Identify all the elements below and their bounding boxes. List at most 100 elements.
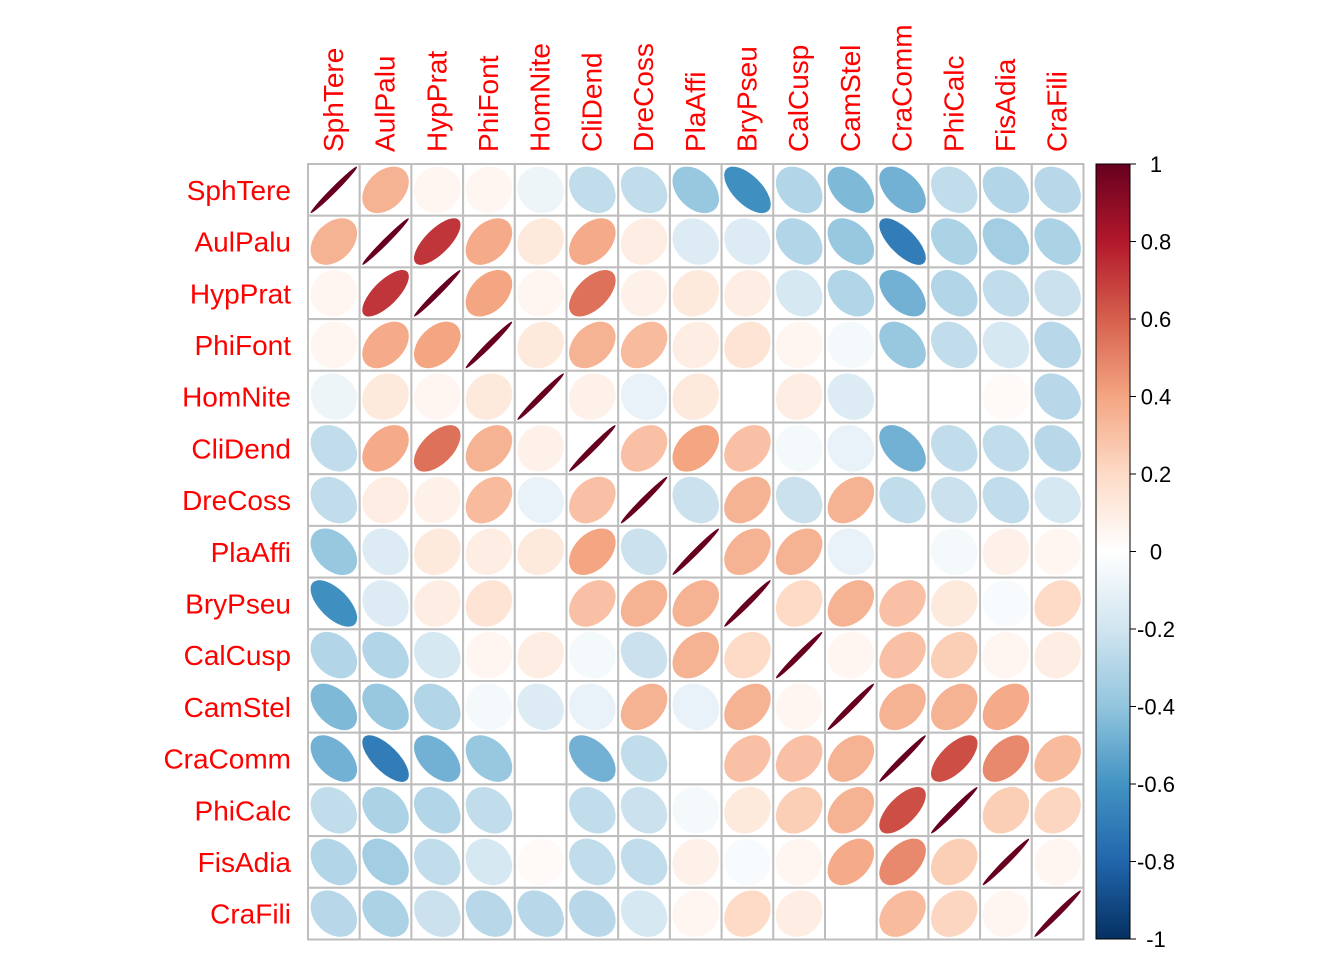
correlation-ellipse xyxy=(672,425,720,472)
cell-CalCusp-DreCoss xyxy=(617,628,671,682)
correlation-ellipse xyxy=(775,580,823,627)
correlation-ellipse xyxy=(620,425,668,472)
cell-BryPseu-CalCusp xyxy=(772,576,826,631)
correlation-ellipse xyxy=(724,528,771,576)
cell-CamStel-CalCusp xyxy=(772,680,826,734)
correlation-ellipse xyxy=(982,683,1030,731)
correlation-ellipse xyxy=(465,838,513,886)
correlation-ellipse xyxy=(1034,631,1081,679)
correlation-ellipse xyxy=(569,683,616,731)
cell-FisAdia-BryPseu xyxy=(720,835,775,889)
cell-HomNite-AulPalu xyxy=(358,369,413,424)
cell-DreCoss-CamStel xyxy=(824,473,878,527)
correlation-ellipse xyxy=(517,425,564,472)
cell-HypPrat-HomNite xyxy=(513,266,568,321)
colorbar-tick-label: 0.2 xyxy=(1141,462,1172,487)
correlation-ellipse xyxy=(827,269,875,317)
correlation-ellipse xyxy=(879,269,926,317)
correlation-ellipse xyxy=(310,683,358,731)
cell-HypPrat-CamStel xyxy=(824,266,878,321)
cell-CraFili-SphTere xyxy=(307,886,361,941)
cell-CraFili-DreCoss xyxy=(617,886,671,941)
cell-HypPrat-CalCusp xyxy=(772,266,826,321)
cell-BryPseu-BryPseu xyxy=(720,576,775,631)
correlation-ellipse xyxy=(620,476,668,524)
cell-PlaAffi-BryPseu xyxy=(720,524,775,579)
correlation-ellipse xyxy=(672,735,720,782)
correlation-ellipse xyxy=(569,631,616,679)
correlation-ellipse xyxy=(620,269,668,317)
cell-CraFili-PlaAffi xyxy=(668,886,723,941)
correlation-ellipse xyxy=(1034,838,1081,886)
cell-PhiFont-PhiFont xyxy=(462,318,516,372)
cell-PhiCalc-CraFili xyxy=(1030,783,1085,838)
cell-FisAdia-FisAdia xyxy=(979,835,1033,889)
cell-FisAdia-HypPrat xyxy=(410,835,465,889)
correlation-ellipse xyxy=(982,269,1030,317)
cell-PhiFont-CamStel xyxy=(824,318,878,372)
correlation-ellipse xyxy=(1034,890,1081,937)
cell-PhiFont-PlaAffi xyxy=(668,318,723,372)
correlation-ellipse xyxy=(413,735,461,782)
cell-BryPseu-AulPalu xyxy=(358,576,413,631)
cell-HomNite-DreCoss xyxy=(617,369,671,424)
correlation-ellipse xyxy=(620,166,668,214)
correlation-ellipse xyxy=(362,838,409,886)
row-label-AulPalu: AulPalu xyxy=(194,227,291,258)
cell-CamStel-DreCoss xyxy=(617,680,671,734)
column-label-AulPalu: AulPalu xyxy=(370,55,401,152)
cell-DreCoss-CraFili xyxy=(1030,473,1085,527)
cell-CamStel-PhiFont xyxy=(462,680,516,734)
row-label-FisAdia: FisAdia xyxy=(198,847,292,878)
correlation-ellipse xyxy=(775,425,823,472)
cell-PhiFont-AulPalu xyxy=(358,318,413,372)
cell-SphTere-CalCusp xyxy=(772,163,826,217)
correlation-ellipse xyxy=(362,735,409,782)
correlation-ellipse xyxy=(569,735,616,782)
cell-BryPseu-PhiFont xyxy=(462,576,516,631)
cell-PhiFont-PhiCalc xyxy=(927,318,982,372)
cell-CraComm-SphTere xyxy=(307,731,361,786)
correlation-ellipse xyxy=(879,373,926,420)
correlation-ellipse xyxy=(465,476,513,524)
correlation-ellipse xyxy=(465,528,513,576)
cell-PhiCalc-PhiFont xyxy=(462,783,516,838)
correlation-ellipse xyxy=(930,218,978,265)
cell-CraComm-HypPrat xyxy=(410,731,465,786)
cell-DreCoss-PlaAffi xyxy=(668,473,723,527)
cell-CalCusp-SphTere xyxy=(307,628,361,682)
cell-CamStel-SphTere xyxy=(307,680,361,734)
row-label-PhiFont: PhiFont xyxy=(195,330,292,361)
correlation-ellipse xyxy=(517,218,564,265)
colorbar-ticks: 1 0.8 0.6 0.4 0.2 0 -0.2 -0.4 -0.6 -0.8 -1 xyxy=(1130,152,1175,952)
cell-CliDend-PhiFont xyxy=(462,421,516,476)
row-label-CraFili: CraFili xyxy=(210,899,291,930)
cell-HomNite-SphTere xyxy=(307,369,361,424)
correlation-ellipse xyxy=(310,735,358,782)
correlation-ellipse xyxy=(620,528,668,576)
cell-CalCusp-FisAdia xyxy=(979,628,1033,682)
correlation-ellipse xyxy=(827,631,875,679)
cell-PlaAffi-CalCusp xyxy=(772,524,826,579)
cell-CraFili-AulPalu xyxy=(358,886,413,941)
correlation-ellipse xyxy=(517,166,564,214)
row-label-CalCusp: CalCusp xyxy=(184,640,291,671)
cell-CraComm-FisAdia xyxy=(979,731,1033,786)
column-label-DreCoss: DreCoss xyxy=(628,43,659,152)
correlation-ellipse xyxy=(982,838,1030,886)
correlation-ellipse xyxy=(413,838,461,886)
correlation-ellipse xyxy=(982,218,1030,265)
row-label-PhiCalc: PhiCalc xyxy=(195,795,291,826)
correlation-ellipse xyxy=(775,321,823,369)
cell-DreCoss-CalCusp xyxy=(772,473,826,527)
cell-BryPseu-HomNite xyxy=(513,576,568,631)
cell-CamStel-CamStel xyxy=(824,680,878,734)
correlation-ellipse xyxy=(465,425,513,472)
row-label-DreCoss: DreCoss xyxy=(182,485,291,516)
cell-FisAdia-CalCusp xyxy=(772,835,826,889)
cell-PhiCalc-DreCoss xyxy=(617,783,671,838)
cell-CraFili-HypPrat xyxy=(410,886,465,941)
cell-AulPalu-CliDend xyxy=(565,214,620,269)
correlation-ellipse xyxy=(1034,476,1081,524)
row-label-PlaAffi: PlaAffi xyxy=(211,537,291,568)
